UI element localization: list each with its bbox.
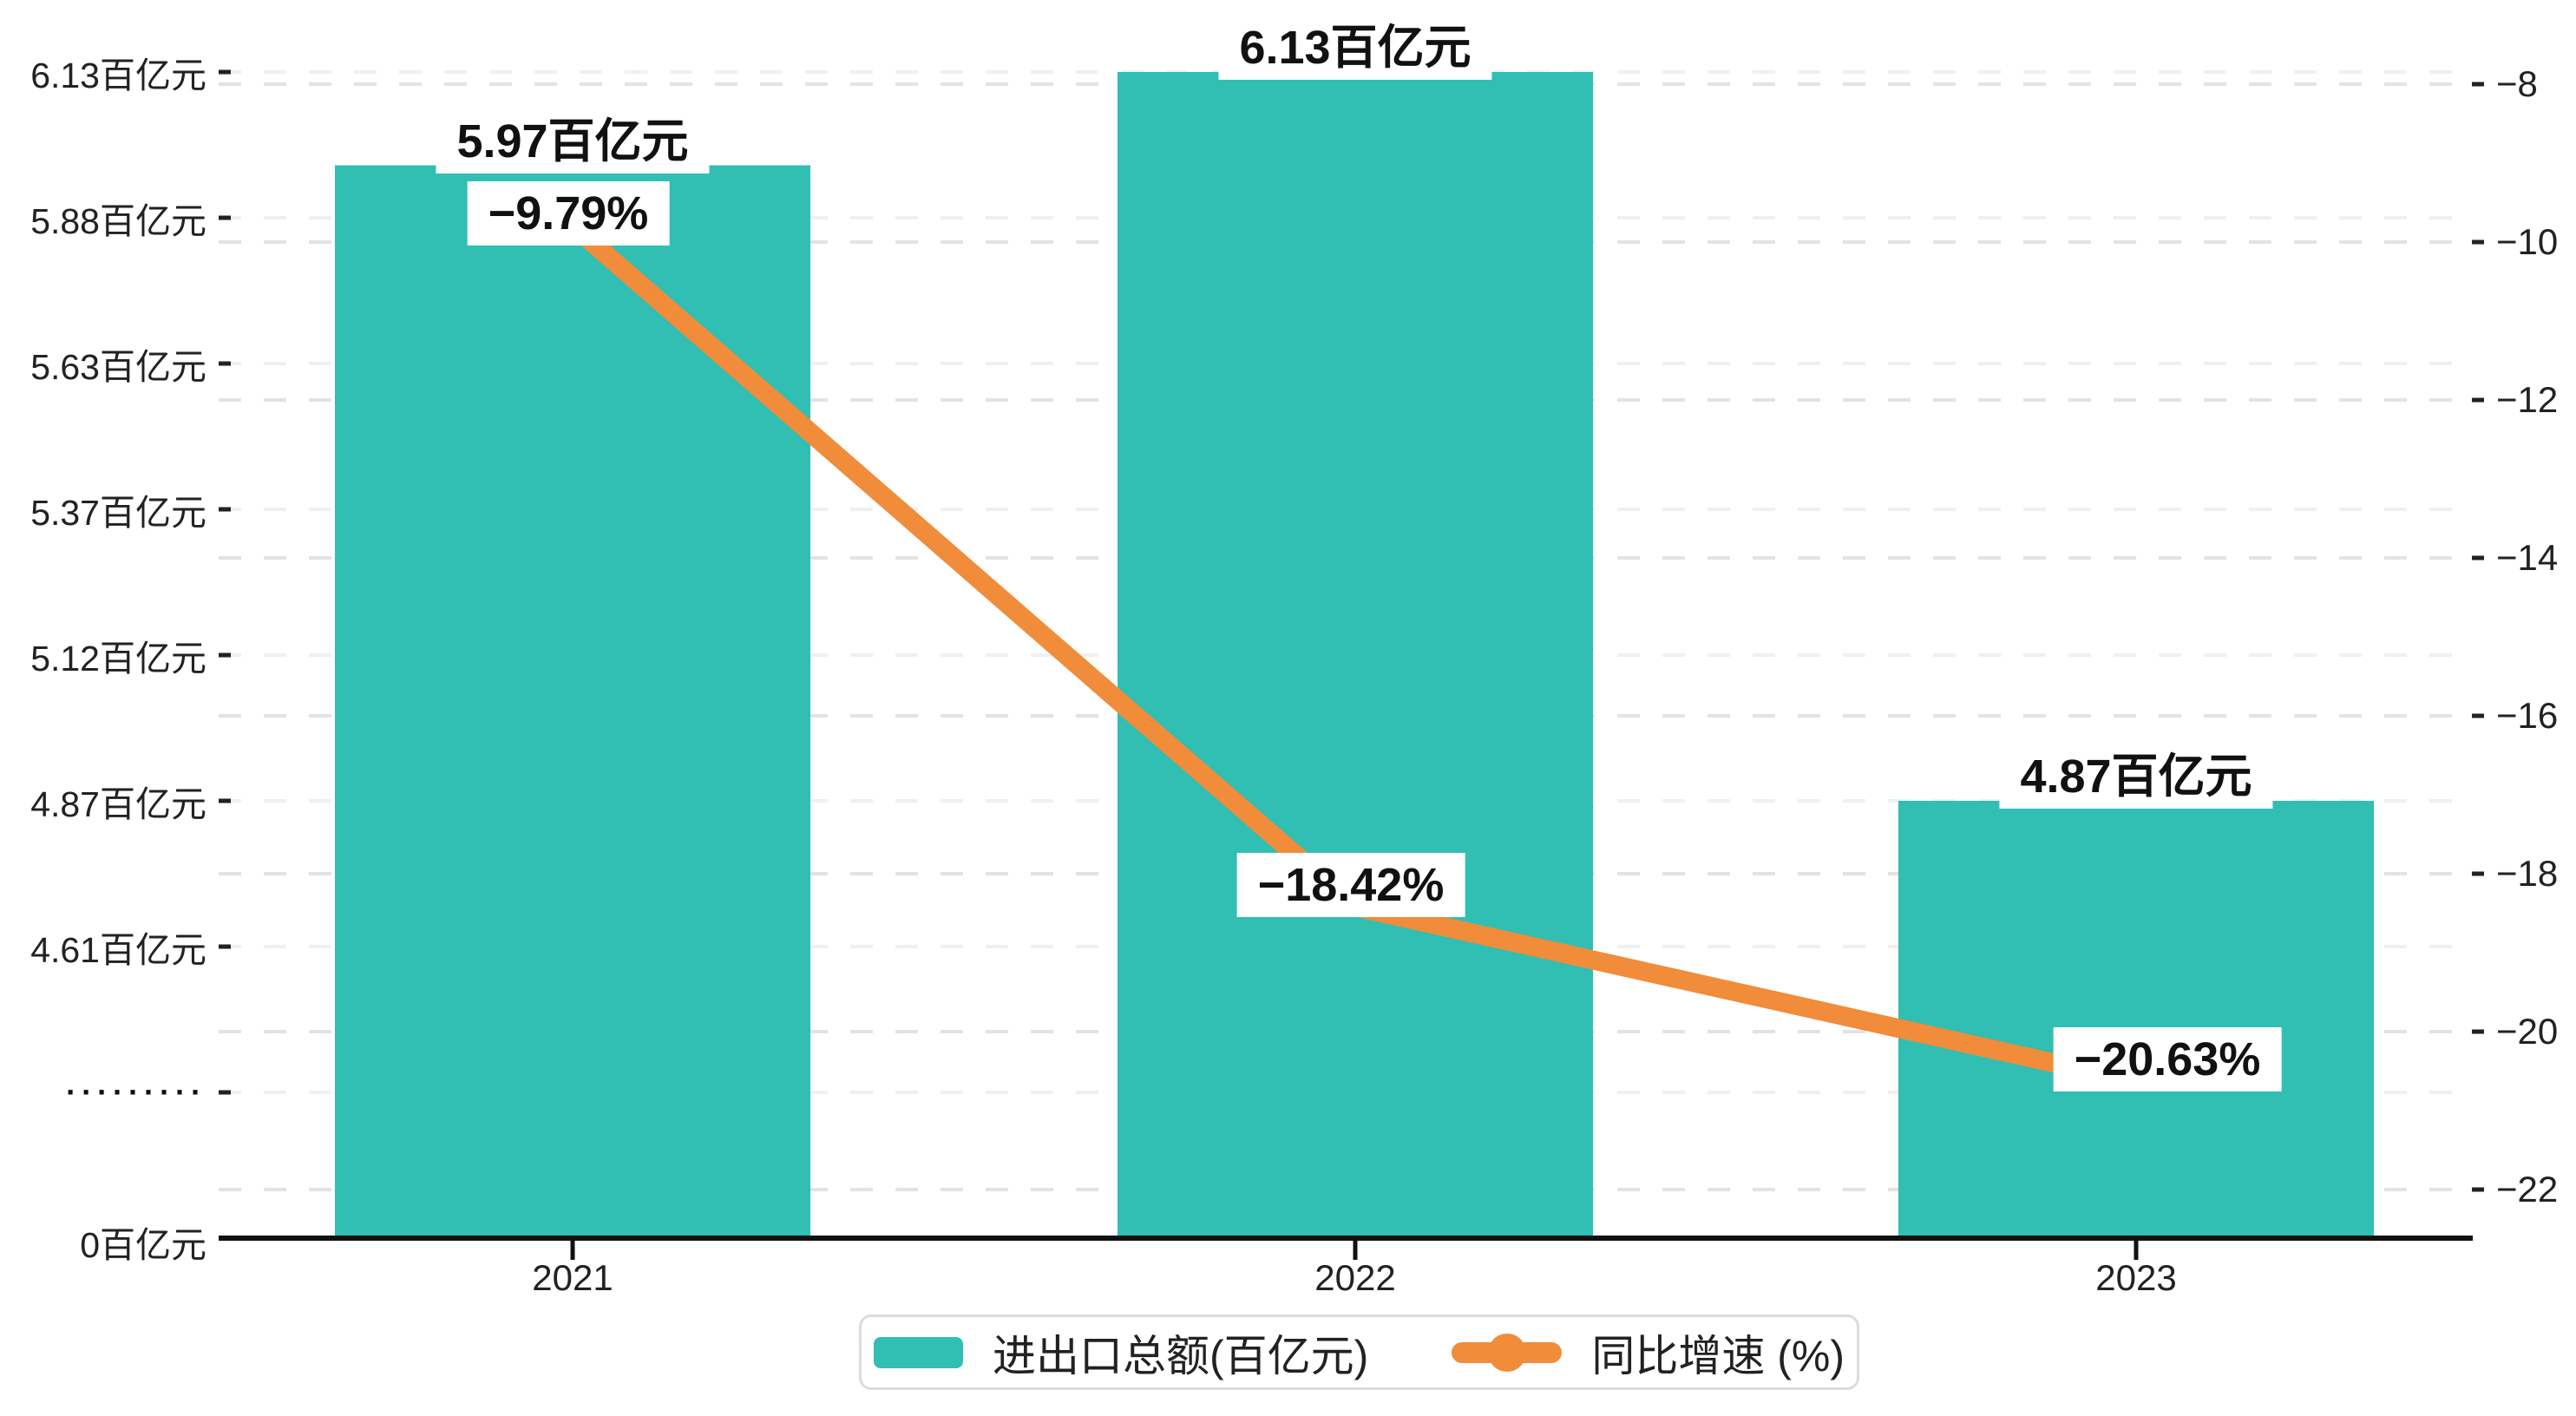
left-axis-label-5: 4.87百亿元 bbox=[30, 784, 206, 824]
left-axis-label-8: 0百亿元 bbox=[80, 1225, 206, 1265]
x-axis-label-2021: 2021 bbox=[532, 1257, 613, 1298]
line-series-dot-icon bbox=[1487, 1333, 1526, 1372]
line-value-label-2021: −9.79% bbox=[467, 180, 670, 246]
line-value-label-2023: −20.63% bbox=[2053, 1026, 2282, 1092]
left-axis-label-1: 5.88百亿元 bbox=[30, 201, 206, 241]
legend-item-bar-series[interactable]: 进出口总额(百亿元) bbox=[874, 1321, 1368, 1384]
legend: 进出口总额(百亿元) 同比增速 (%) bbox=[859, 1314, 1859, 1390]
line-series-marker-icon bbox=[1452, 1333, 1563, 1372]
x-axis-label-2023: 2023 bbox=[2095, 1257, 2177, 1298]
legend-line-series-label: 同比增速 (%) bbox=[1591, 1331, 1845, 1380]
x-axis-label-2022: 2022 bbox=[1314, 1257, 1396, 1298]
right-axis-label-6: −20 bbox=[2496, 1011, 2559, 1052]
right-axis-label-4: −16 bbox=[2496, 695, 2559, 736]
left-axis-label-2: 5.63百亿元 bbox=[30, 347, 206, 387]
left-axis-label-4: 5.12百亿元 bbox=[30, 639, 206, 678]
bar-2022[interactable] bbox=[1118, 72, 1593, 1238]
bar-value-label-2023: 4.87百亿元 bbox=[1999, 744, 2273, 810]
right-axis-label-3: −14 bbox=[2496, 537, 2559, 578]
right-axis-label-0: −8 bbox=[2496, 63, 2538, 104]
right-axis-label-1: −10 bbox=[2496, 221, 2559, 262]
left-axis-label-0: 6.13百亿元 bbox=[30, 56, 206, 95]
left-axis-break-label: ········· bbox=[66, 1074, 206, 1110]
right-axis-label-7: −22 bbox=[2496, 1169, 2559, 1210]
bar-series-swatch-icon bbox=[874, 1336, 964, 1368]
left-axis-label-6: 4.61百亿元 bbox=[30, 930, 206, 970]
bar-value-label-2022: 6.13百亿元 bbox=[1218, 15, 1492, 81]
bar-value-label-2021: 5.97百亿元 bbox=[436, 108, 710, 174]
right-axis-label-5: −18 bbox=[2496, 853, 2559, 894]
legend-bar-series-label: 进出口总额(百亿元) bbox=[993, 1331, 1369, 1380]
legend-item-line-series[interactable]: 同比增速 (%) bbox=[1452, 1321, 1845, 1384]
bar-2021[interactable] bbox=[335, 165, 810, 1238]
bar-2023[interactable] bbox=[1898, 801, 2374, 1238]
left-axis-label-3: 5.37百亿元 bbox=[30, 493, 206, 533]
line-value-label-2022: −18.42% bbox=[1236, 852, 1465, 918]
right-axis-label-2: −12 bbox=[2496, 379, 2559, 420]
